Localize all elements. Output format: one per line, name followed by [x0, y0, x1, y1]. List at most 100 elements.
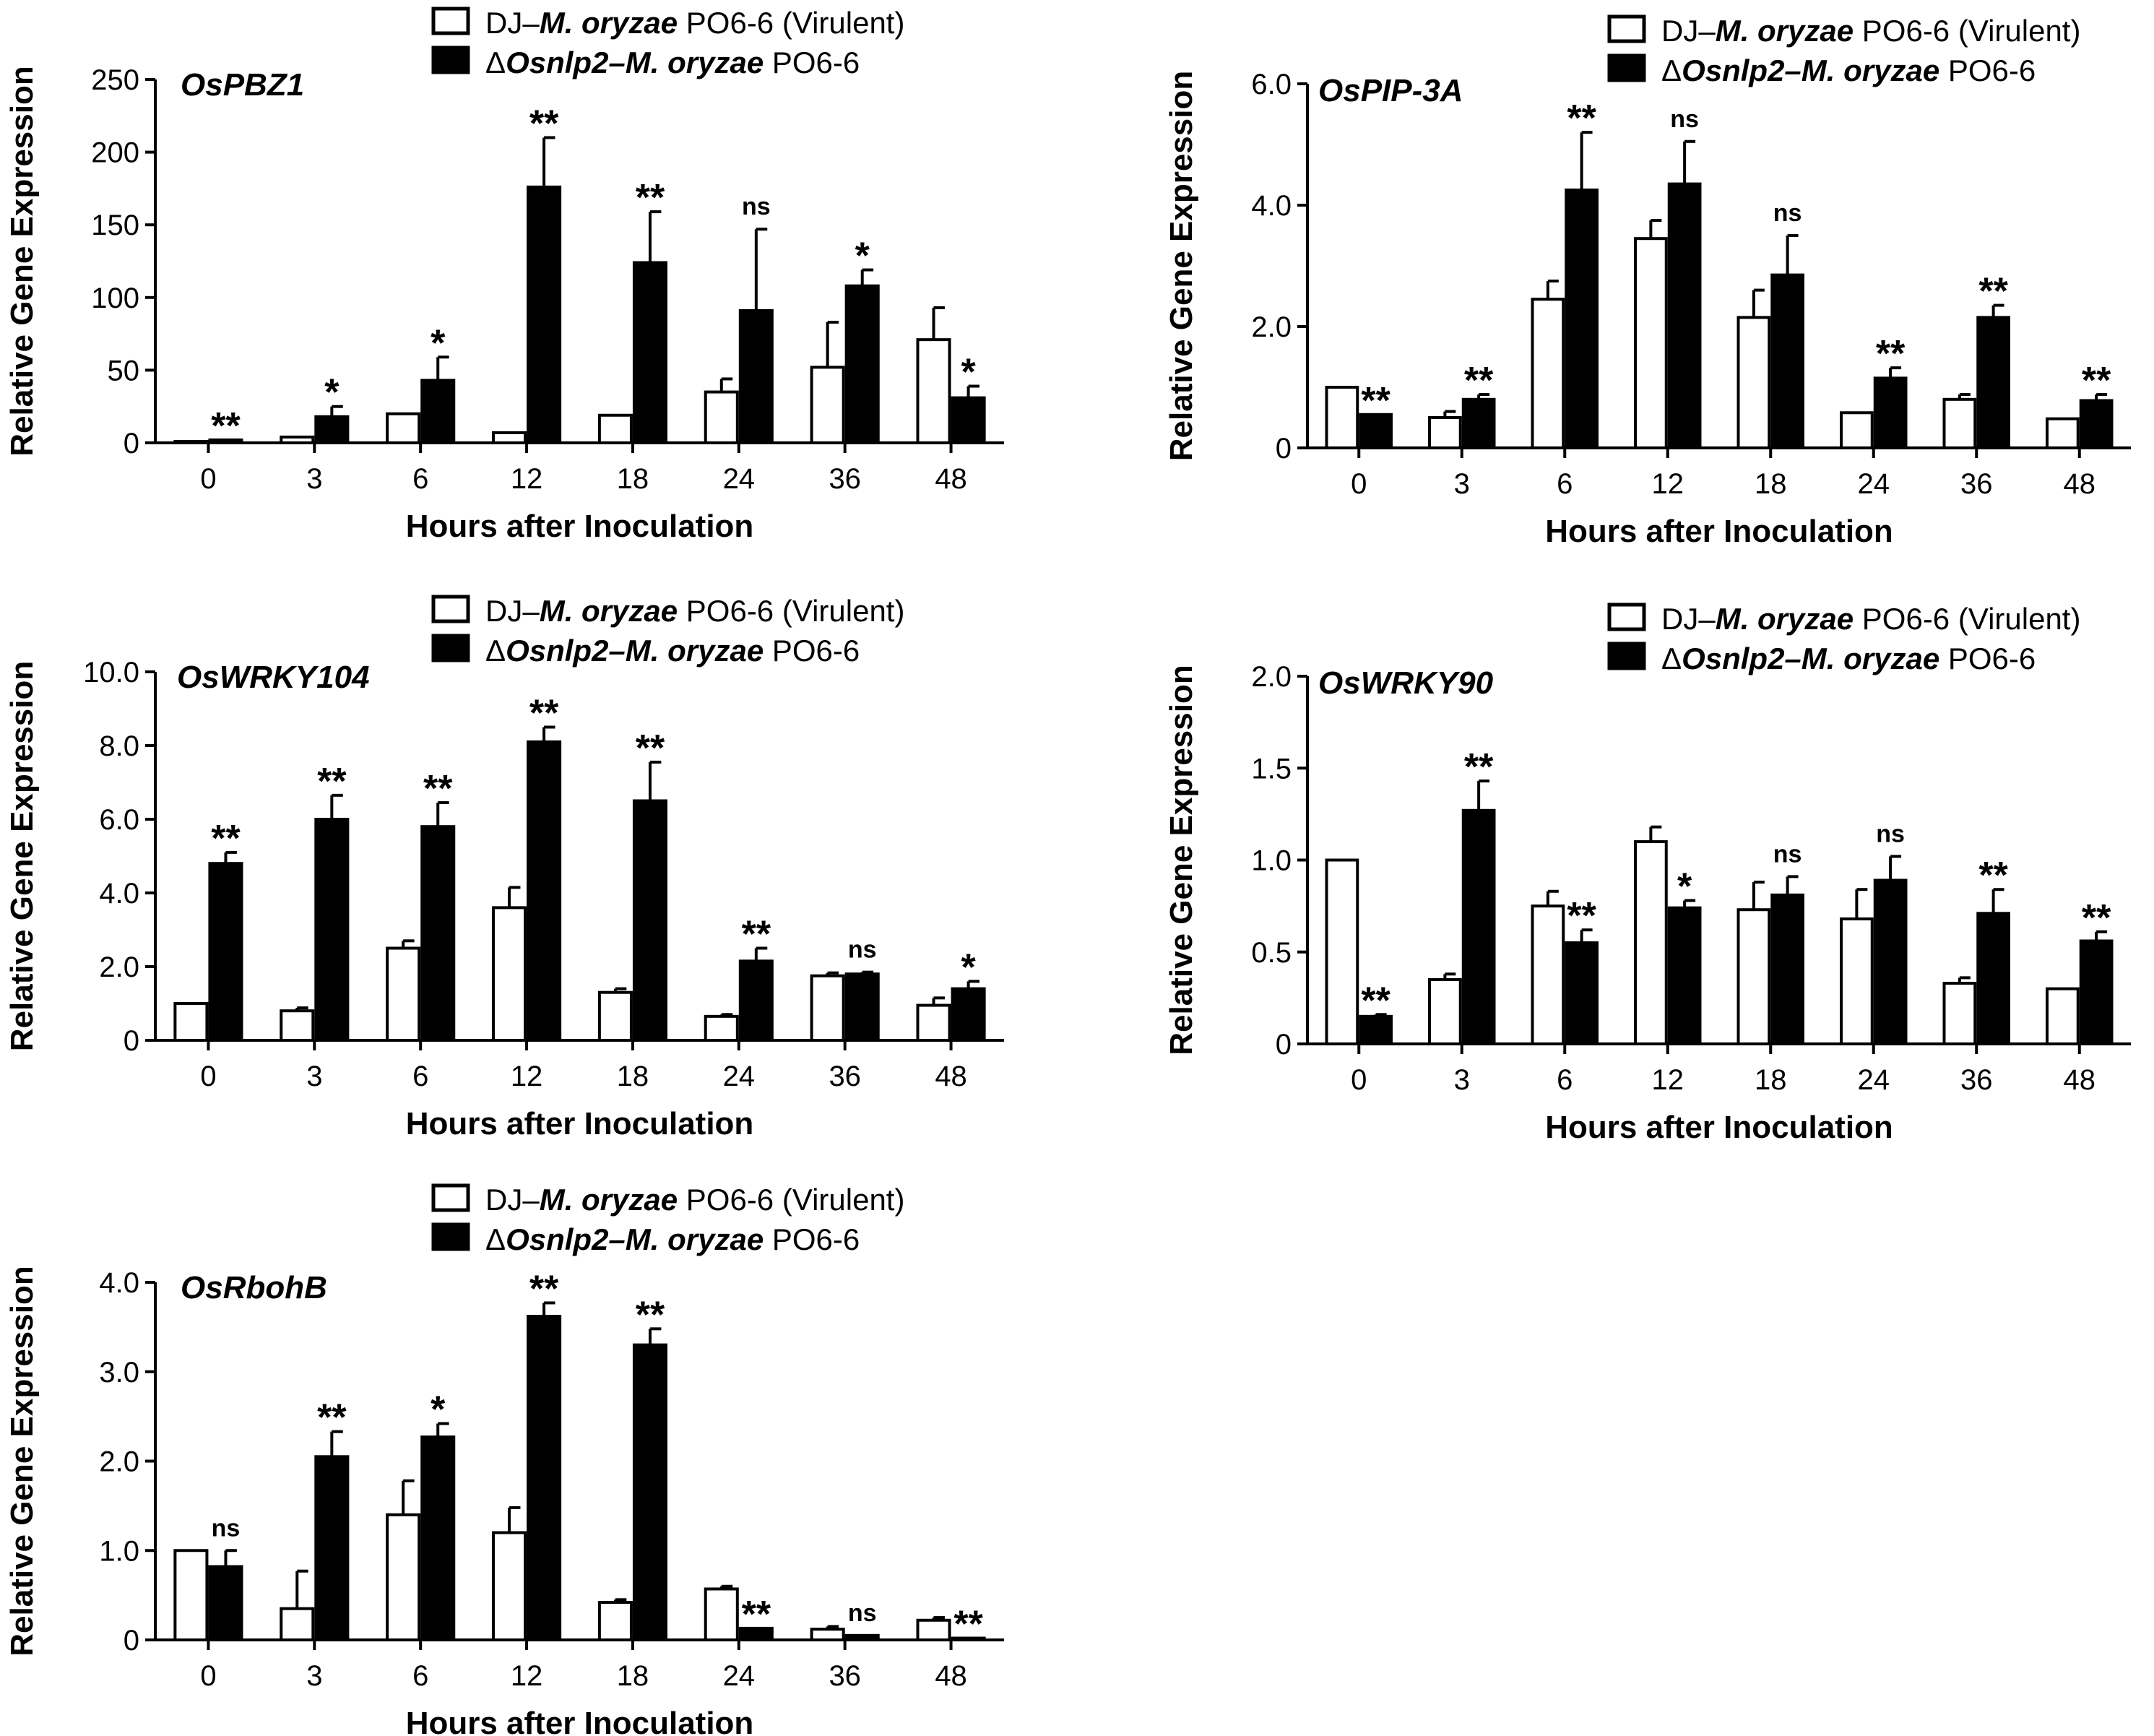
bar-virulent-48h [916, 1003, 951, 1042]
bar-mutant-36h [1976, 912, 2010, 1046]
x-tick-label: 12 [1652, 1064, 1684, 1096]
bar-virulent-3h [280, 1009, 315, 1042]
y-axis-title: Relative Gene Expression [1164, 71, 1199, 461]
legend-label-mutant: ΔOsnlp2–M. oryzae PO6-6 [485, 46, 860, 79]
y-tick-label: 1.5 [1251, 753, 1292, 785]
legend-label-mutant: ΔOsnlp2–M. oryzae PO6-6 [485, 1222, 860, 1256]
significance-label: ns [212, 1514, 241, 1542]
bar-mutant-12h [527, 185, 562, 444]
x-tick-label: 6 [1557, 1064, 1573, 1096]
bar-mutant-12h [1667, 182, 1702, 449]
bar-mutant-6h [1565, 941, 1599, 1046]
significance-label: ** [1978, 271, 2008, 313]
bar-mutant-48h [951, 1636, 986, 1641]
bar-virulent-3h [1428, 977, 1462, 1046]
x-tick-label: 6 [412, 1660, 428, 1692]
significance-label: ** [317, 761, 347, 803]
y-tick-label: 4.0 [1251, 190, 1292, 222]
bar-mutant-36h [844, 1633, 880, 1641]
y-tick-label: 0 [124, 428, 139, 459]
y-tick-label: 2.0 [1251, 311, 1292, 343]
bar-virulent-12h [492, 1531, 527, 1641]
chart-osrbohb: 0 1.0 2.0 3.0 4.0 Relative Gene Expression Hou… [4, 1183, 1004, 1736]
bar-mutant-6h [420, 1435, 456, 1642]
significance-label: ** [1567, 895, 1596, 937]
legend: DJ–M. oryzae PO6-6 (Virulent) ΔOsnlp2–M. … [431, 6, 904, 79]
y-tick-label: 4.0 [99, 878, 139, 910]
x-tick-label: 24 [723, 463, 756, 495]
legend-swatch-mutant [431, 46, 470, 74]
y-tick-label: 10.0 [83, 657, 139, 688]
bar-mutant-24h [738, 959, 774, 1042]
y-tick-label: 200 [91, 137, 139, 169]
bar-mutant-18h [1770, 893, 1804, 1045]
x-tick-label: 24 [723, 1061, 756, 1092]
bar-mutant-12h [527, 1315, 562, 1642]
bar-virulent-12h [492, 431, 527, 445]
bar-mutant-24h [1873, 878, 1908, 1045]
bar-virulent-12h [1634, 237, 1668, 449]
bar-virulent-36h [810, 974, 845, 1042]
y-tick-label: 1.0 [99, 1535, 139, 1567]
bar-virulent-12h [1634, 840, 1668, 1046]
y-tick-label: 3.0 [99, 1357, 139, 1389]
bar-virulent-0h [173, 1002, 209, 1042]
significance-label: ** [742, 1594, 771, 1636]
chart-title: OsRbohB [181, 1270, 327, 1305]
significance-label: ** [636, 177, 665, 219]
legend-swatch-virulent [431, 595, 470, 623]
x-tick-label: 48 [2064, 1064, 2096, 1096]
y-tick-label: 2.0 [99, 1446, 139, 1478]
significance-label: ** [742, 914, 771, 956]
legend-swatch-mutant [431, 634, 470, 662]
y-tick-label: 6.0 [1251, 69, 1292, 100]
legend-swatch-mutant [1607, 642, 1646, 670]
y-tick-label: 150 [91, 210, 139, 241]
x-tick-label: 24 [1858, 468, 1890, 500]
bar-mutant-48h [2079, 399, 2114, 449]
legend-swatch-virulent [1607, 14, 1646, 43]
x-tick-label: 36 [1960, 1064, 1993, 1096]
bar-mutant-12h [1667, 906, 1702, 1046]
bar-mutant-36h [1976, 316, 2010, 449]
y-axis-title: Relative Gene Expression [4, 66, 40, 456]
significance-label: ** [211, 818, 241, 860]
bar-virulent-6h [386, 946, 421, 1042]
x-tick-label: 36 [829, 1660, 861, 1692]
bar-virulent-18h [1736, 908, 1771, 1045]
bar-virulent-48h [2046, 987, 2080, 1046]
bar-virulent-12h [492, 906, 527, 1042]
bar-virulent-3h [280, 435, 315, 445]
legend-label-virulent: DJ–M. oryzae PO6-6 (Virulent) [1661, 14, 2080, 48]
x-tick-label: 12 [511, 463, 543, 495]
bar-mutant-18h [632, 261, 667, 444]
y-tick-label: 0 [1276, 1029, 1292, 1061]
legend-label-virulent: DJ–M. oryzae PO6-6 (Virulent) [485, 594, 904, 628]
y-axis-title: Relative Gene Expression [4, 1266, 40, 1656]
y-tick-label: 0 [124, 1025, 139, 1057]
bar-virulent-6h [386, 1513, 421, 1641]
x-tick-label: 6 [412, 463, 428, 495]
x-axis-title: Hours after Inoculation [406, 1106, 754, 1141]
significance-label: * [431, 322, 446, 364]
bar-virulent-6h [1531, 298, 1565, 450]
legend-label-virulent: DJ–M. oryzae PO6-6 (Virulent) [485, 6, 904, 40]
x-axis-title: Hours after Inoculation [1545, 514, 1893, 549]
significance-label: * [324, 372, 339, 414]
x-tick-label: 12 [511, 1660, 543, 1692]
bar-virulent-48h [916, 338, 951, 445]
bar-mutant-0h [208, 1565, 243, 1641]
y-tick-label: 4.0 [99, 1267, 139, 1299]
significance-label: ns [1773, 199, 1802, 227]
significance-label: * [431, 1389, 446, 1431]
x-tick-label: 48 [935, 1660, 967, 1692]
x-tick-label: 48 [2064, 468, 2096, 500]
bar-mutant-24h [738, 1626, 774, 1642]
significance-label: ** [1464, 746, 1494, 788]
bar-mutant-18h [632, 1343, 667, 1641]
x-axis-title: Hours after Inoculation [406, 1706, 754, 1736]
x-tick-label: 3 [306, 1061, 322, 1092]
x-tick-label: 36 [829, 1061, 861, 1092]
x-tick-label: 36 [1960, 468, 1993, 500]
legend-label-mutant: ΔOsnlp2–M. oryzae PO6-6 [1661, 53, 2036, 87]
